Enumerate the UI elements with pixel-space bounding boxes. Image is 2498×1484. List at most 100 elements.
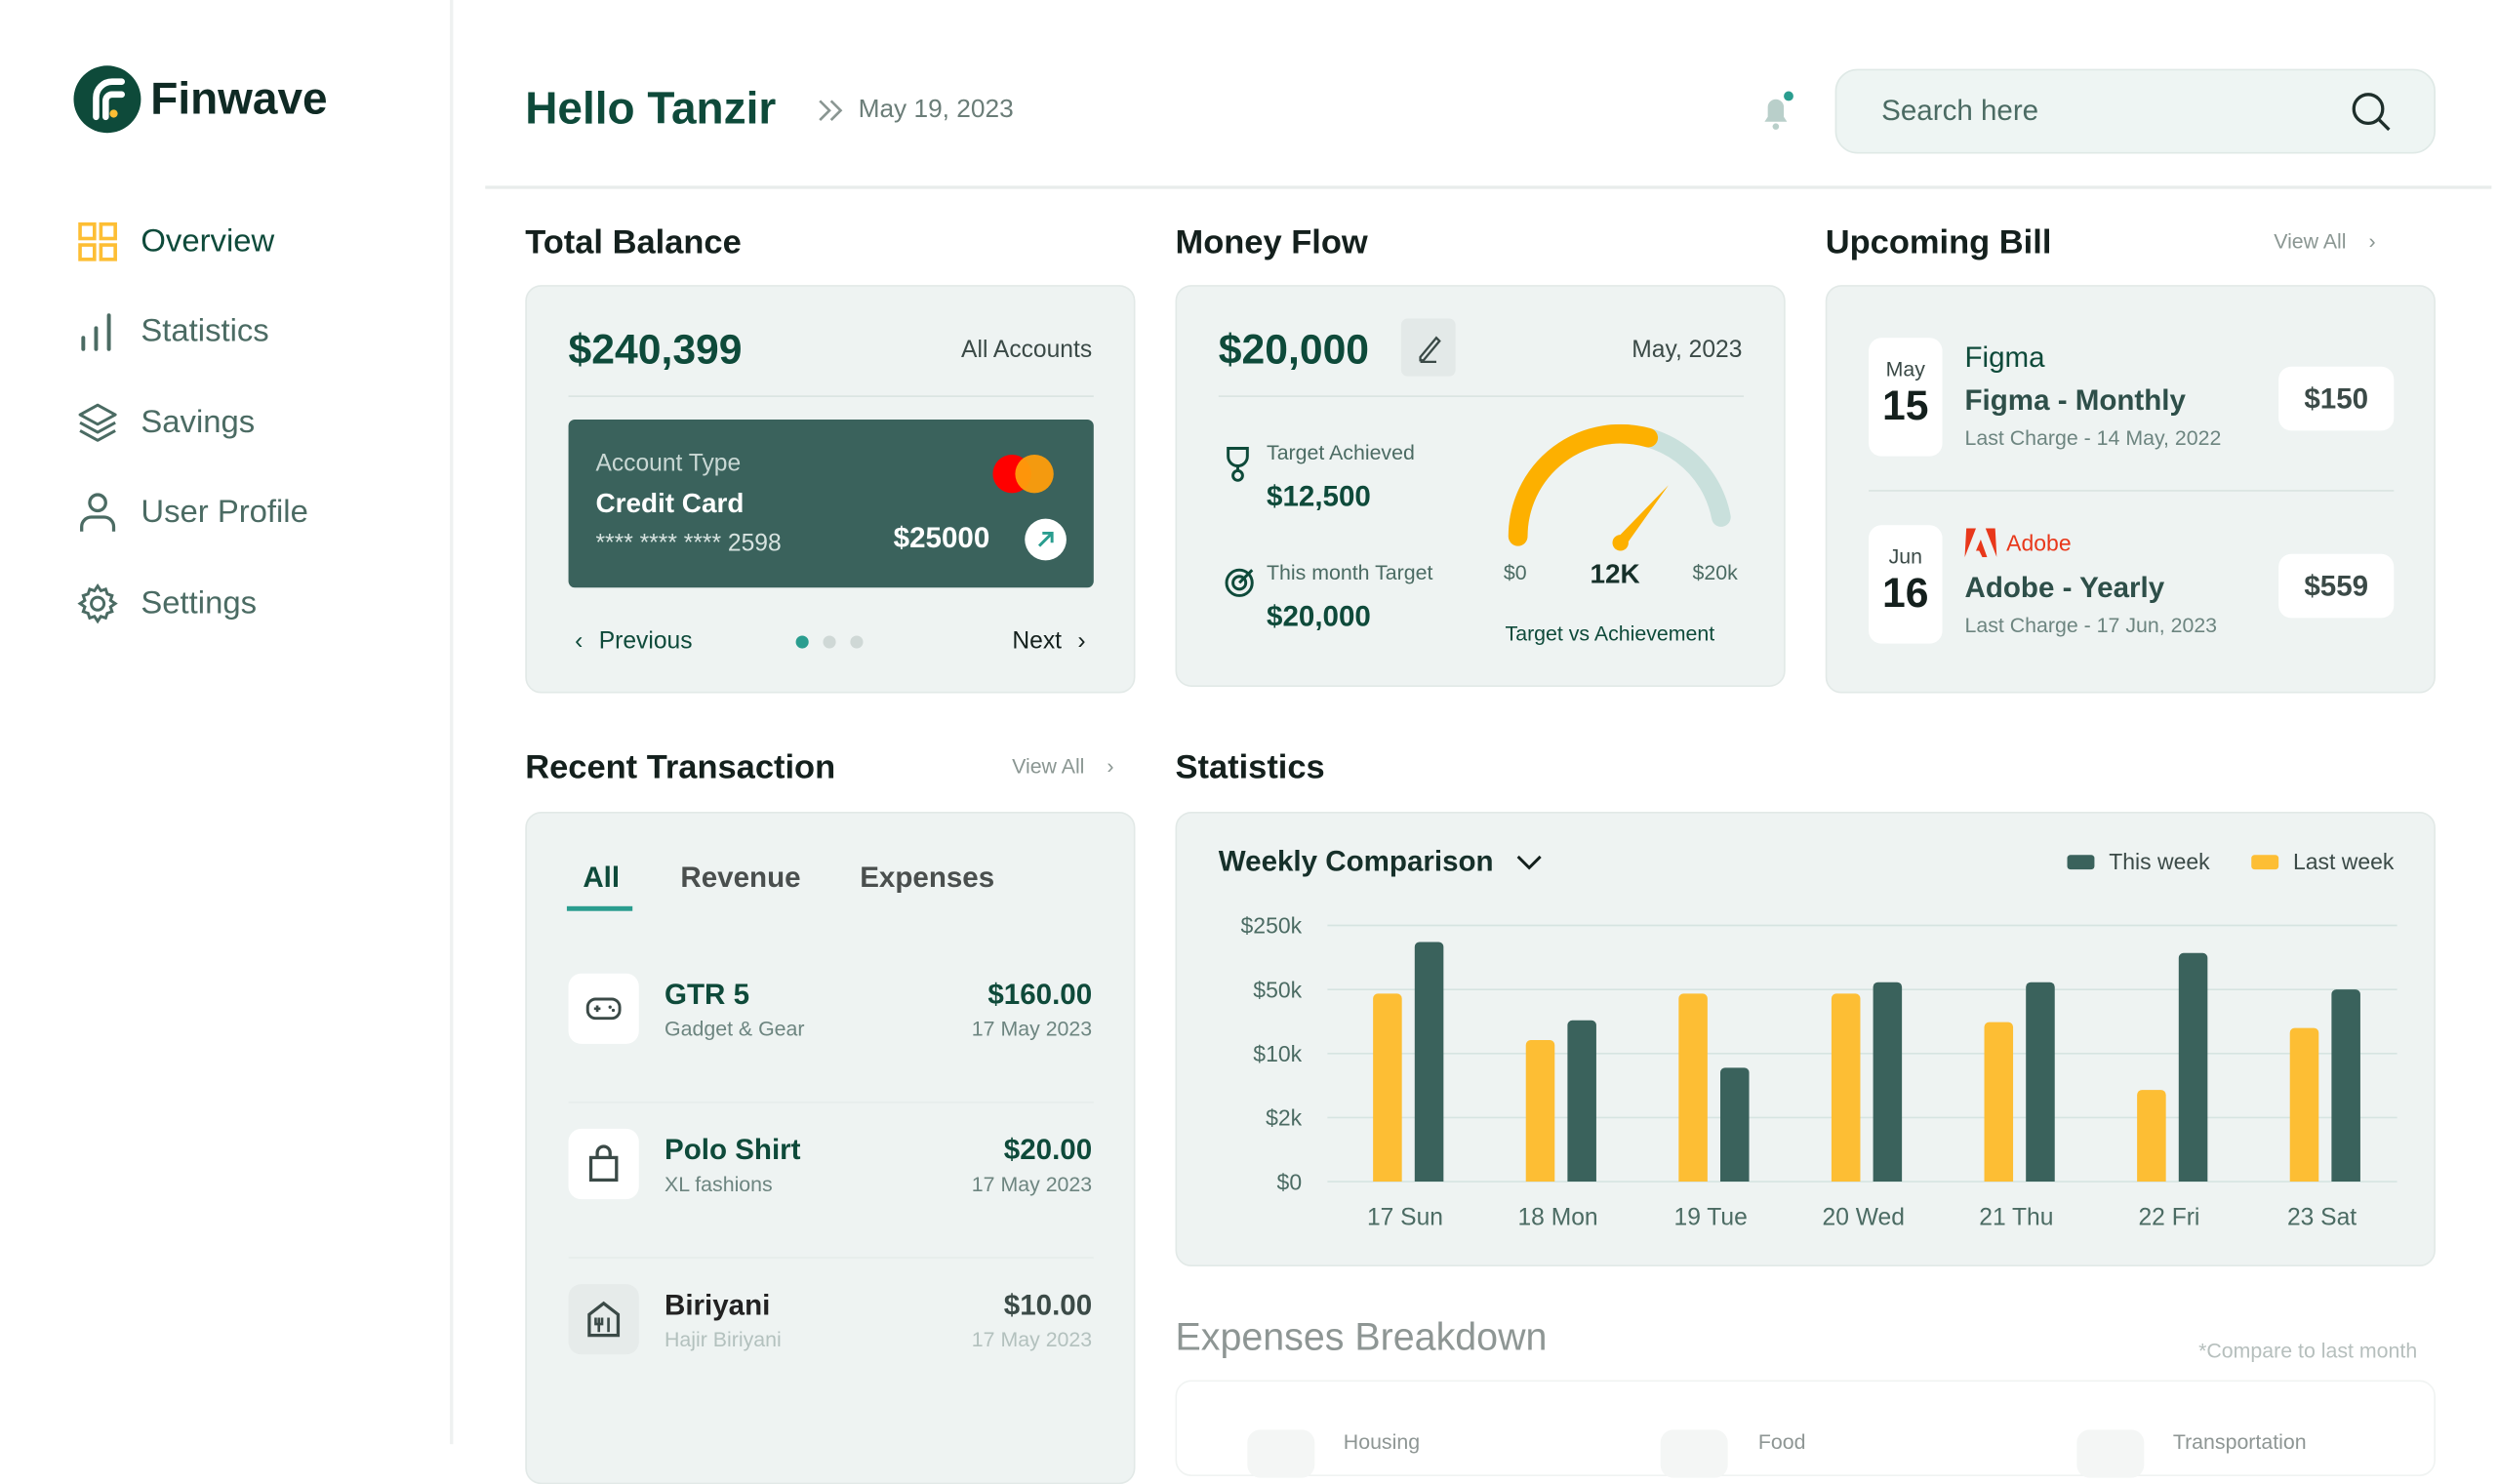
- compare-note: *Compare to last month: [2198, 1338, 2418, 1363]
- card-balance: $25000: [893, 521, 990, 554]
- chevron-right-icon: ›: [1077, 627, 1086, 656]
- bar-this-week: [1719, 1067, 1750, 1183]
- layers-icon: [78, 403, 117, 442]
- bar-last-week: [2137, 1090, 2166, 1183]
- gamepad-icon: [568, 973, 639, 1044]
- bill-last-charge: Last Charge - 14 May, 2022: [1964, 425, 2222, 451]
- bills-view-all-link[interactable]: View All ›: [2274, 229, 2375, 254]
- bar-last-week: [1678, 993, 1708, 1183]
- view-all-label: View All: [1012, 753, 1085, 779]
- divider: [1869, 490, 2395, 492]
- bill-amount[interactable]: $559: [2278, 553, 2395, 619]
- next-button[interactable]: Next ›: [1012, 627, 1085, 655]
- next-label: Next: [1012, 627, 1062, 656]
- gauge-caption: Target vs Achievement: [1505, 621, 1715, 646]
- search-icon[interactable]: [2351, 91, 2393, 133]
- account-type: Credit Card: [595, 488, 745, 519]
- previous-button[interactable]: ‹ Previous: [575, 627, 692, 655]
- bar-this-week: [2331, 989, 2360, 1183]
- transaction-merchant: Hajir Biriyani: [665, 1327, 782, 1352]
- grid-icon: [78, 221, 117, 261]
- transaction-name: Biriyani: [665, 1289, 771, 1321]
- month-selector[interactable]: May, 2023: [1632, 336, 1743, 364]
- bill-name: Adobe - Yearly: [1964, 571, 2165, 604]
- bill-day: 15: [1882, 381, 1929, 429]
- y-tick-label: $50k: [1253, 977, 1302, 1002]
- search-input[interactable]: Search here: [1834, 68, 2436, 154]
- x-tick-label: 23 Sat: [2287, 1204, 2357, 1230]
- expenses-breakdown-title: Expenses Breakdown: [1175, 1315, 1548, 1360]
- bill-amount[interactable]: $150: [2278, 366, 2395, 431]
- double-chevron-icon: [819, 100, 843, 122]
- recent-transaction-title: Recent Transaction: [525, 748, 836, 786]
- divider: [568, 1102, 1094, 1103]
- account-type-label: Account Type: [595, 450, 742, 478]
- tab-revenue[interactable]: Revenue: [680, 861, 801, 894]
- search-placeholder: Search here: [1881, 94, 2039, 127]
- expenses-card: Housing Food Transportation: [1175, 1380, 2436, 1478]
- pagination-dots[interactable]: [795, 635, 864, 649]
- sidebar-item-settings[interactable]: Settings: [77, 580, 257, 627]
- bill-brand-name: Figma: [1964, 341, 2045, 374]
- tab-all[interactable]: All: [583, 861, 621, 894]
- bell-icon[interactable]: [1755, 90, 1800, 142]
- bar-this-week: [1567, 1020, 1596, 1183]
- arrow-up-right-icon[interactable]: [1025, 518, 1067, 561]
- food-icon: [1660, 1429, 1728, 1478]
- weekly-comparison-dropdown[interactable]: Weekly Comparison: [1219, 845, 1542, 878]
- target-icon: [1225, 568, 1254, 597]
- bill-date: Jun 16: [1869, 525, 1943, 644]
- legend-label: This week: [2109, 848, 2210, 874]
- balance-amount: $240,399: [568, 325, 743, 374]
- transaction-merchant: Gadget & Gear: [665, 1017, 805, 1041]
- total-balance-title: Total Balance: [525, 223, 742, 261]
- recent-transaction-card: All Revenue Expenses GTR 5 Gadget & Gear…: [525, 811, 1136, 1484]
- bill-brand: Adobe: [1964, 528, 2072, 558]
- y-tick-label: $10k: [1253, 1041, 1302, 1066]
- bar-last-week: [1984, 1022, 2014, 1183]
- sidebar-item-overview[interactable]: Overview: [77, 218, 274, 265]
- sidebar-item-label: Overview: [141, 222, 275, 260]
- gauge-needle-hub: [1612, 535, 1629, 551]
- bill-day: 16: [1882, 568, 1929, 617]
- chevron-left-icon: ‹: [575, 627, 584, 656]
- upcoming-bill-title: Upcoming Bill: [1825, 223, 2052, 261]
- gauge-needle: [1615, 485, 1669, 546]
- expense-category: Food: [1757, 1429, 1806, 1455]
- logo-icon: [73, 65, 141, 134]
- x-tick-label: 21 Thu: [1979, 1204, 2053, 1230]
- target-achieved-label: Target Achieved: [1267, 440, 1415, 464]
- chevron-right-icon: ›: [1107, 753, 1114, 779]
- tab-expenses[interactable]: Expenses: [860, 861, 995, 894]
- sidebar-item-statistics[interactable]: Statistics: [77, 307, 269, 355]
- expense-category: Housing: [1343, 1429, 1421, 1455]
- sidebar-item-user-profile[interactable]: User Profile: [77, 489, 308, 537]
- bill-brand: Figma: [1965, 341, 2045, 375]
- divider: [1218, 395, 1745, 397]
- credit-card[interactable]: Account Type Credit Card **** **** **** …: [568, 419, 1094, 588]
- bar-last-week: [1525, 1040, 1555, 1183]
- mastercard-logo-icon: [991, 453, 1062, 494]
- target-achieved-value: $12,500: [1267, 480, 1371, 513]
- restaurant-icon: [568, 1284, 639, 1355]
- sidebar-item-label: Settings: [141, 584, 257, 621]
- header-date: May 19, 2023: [817, 96, 1014, 125]
- date-text: May 19, 2023: [858, 96, 1014, 124]
- edit-icon[interactable]: [1400, 318, 1456, 377]
- total-balance-card: $240,399 All Accounts Account Type Credi…: [525, 285, 1136, 694]
- all-accounts-dropdown[interactable]: All Accounts: [961, 336, 1093, 364]
- bar-chart: $0 $2k $10k $50k $250k 17 Sun 18 Mon 19 Tue 20 W…: [1241, 913, 2397, 1230]
- divider: [568, 1257, 1094, 1259]
- sidebar-item-savings[interactable]: Savings: [77, 399, 255, 447]
- chevron-right-icon: ›: [2368, 228, 2376, 254]
- bar-chart-icon: [81, 313, 111, 351]
- transportation-icon: [2076, 1429, 2145, 1478]
- transaction-amount: $160.00: [987, 978, 1093, 1011]
- bar-this-week: [2026, 982, 2055, 1183]
- view-all-label: View All: [2274, 228, 2347, 254]
- transactions-view-all-link[interactable]: View All ›: [1012, 754, 1113, 779]
- x-tick-label: 17 Sun: [1367, 1204, 1443, 1230]
- transaction-merchant: XL fashions: [665, 1172, 773, 1196]
- chevron-down-icon: [1516, 855, 1542, 869]
- gauge-max: $20k: [1692, 560, 1738, 584]
